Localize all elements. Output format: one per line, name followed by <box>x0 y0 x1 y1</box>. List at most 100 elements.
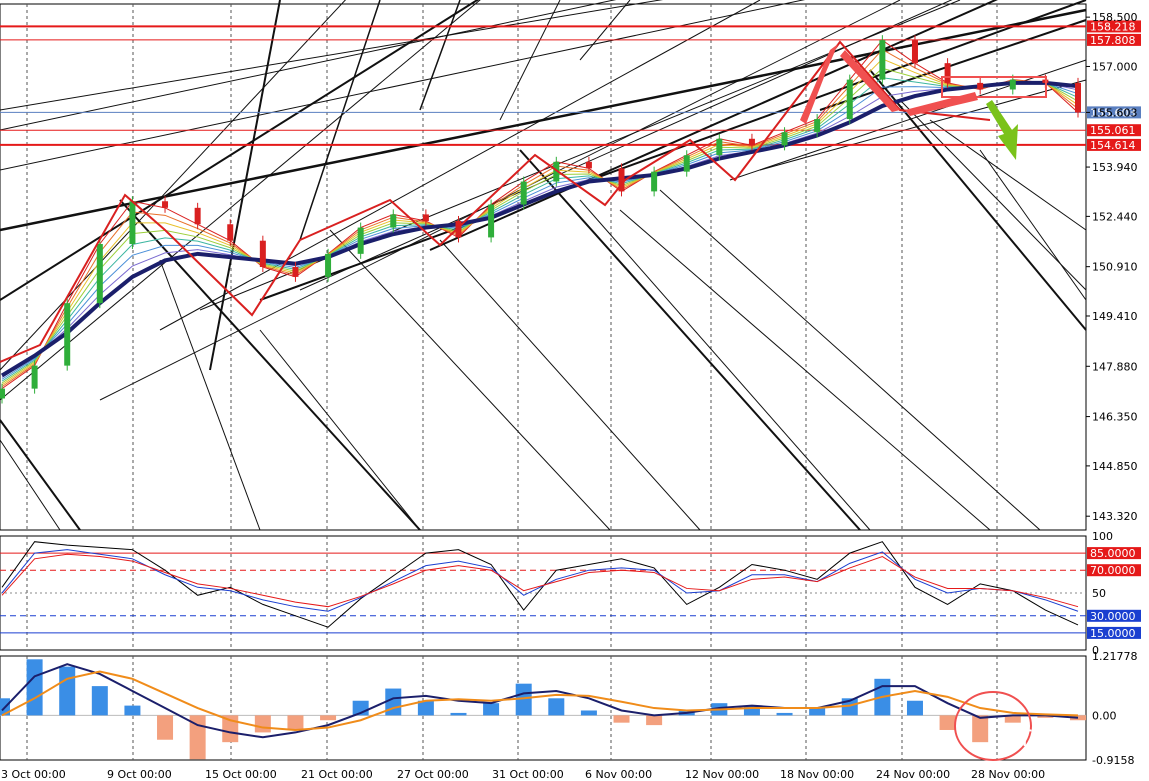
candle-body-22 <box>716 138 723 156</box>
osc-level-label-3: 15.0000 <box>1090 627 1136 640</box>
macd-hist-bar-20 <box>646 715 663 726</box>
uptrend-line-4 <box>0 0 617 131</box>
macd-hist-bar-24 <box>776 712 793 716</box>
uptrend-line-9 <box>429 0 998 251</box>
candle-body-18 <box>585 161 592 169</box>
downtrend-line-10 <box>659 189 1041 531</box>
macd-line-0 <box>1 663 1079 739</box>
macd-frame <box>0 655 1087 761</box>
candle-body-19 <box>618 168 625 192</box>
macd-panel <box>0 659 1086 761</box>
steep-line-4 <box>579 0 631 61</box>
ma-ribbon-line-4 <box>1 77 1079 382</box>
macd-axis-label-2: -0.9158 <box>1092 754 1134 767</box>
price-axis-label-0: 158.500 <box>1092 11 1138 24</box>
price-axis-label-1: 157.000 <box>1092 60 1138 73</box>
candle-body-6 <box>194 207 201 225</box>
time-axis-label-2: 15 Oct 00:00 <box>205 768 277 781</box>
downtrend-line-6 <box>439 239 701 531</box>
candle-body-26 <box>846 79 853 120</box>
osc-level-tag-2 <box>1087 609 1141 622</box>
macd-hist-bar-31 <box>1004 715 1021 723</box>
price-axis-label-4: 152.440 <box>1092 210 1138 223</box>
price-axis-label-7: 147.880 <box>1092 360 1138 373</box>
uptrend-line-3 <box>0 0 806 171</box>
candle-body-10 <box>325 253 332 277</box>
macd-hist-bar-32 <box>1037 715 1054 718</box>
osc-level-tag-0 <box>1087 547 1141 560</box>
red-arrow-up <box>800 44 838 124</box>
macd-axis-label-0: 1.21778 <box>1092 650 1138 663</box>
candle-body-14 <box>455 220 462 238</box>
ma-ribbon-line-0 <box>1 39 1079 390</box>
zigzag-line <box>0 40 991 363</box>
price-level-label-4: 154.614 <box>1090 139 1136 152</box>
macd-hist-bar-4 <box>124 705 141 716</box>
candle-body-4 <box>129 201 136 244</box>
uptrend-line-15 <box>819 19 1087 111</box>
macd-axis-label-1: 0.00 <box>1092 709 1117 722</box>
downtrend-line-4 <box>259 329 421 531</box>
macd-hist-bar-2 <box>59 666 76 716</box>
macd-hist-bar-14 <box>450 712 467 716</box>
macd-hist-bar-9 <box>287 715 304 730</box>
uptrend-line-5 <box>0 0 664 111</box>
candle-body-15 <box>488 204 495 238</box>
candle-body-11 <box>357 227 364 254</box>
osc-level-label-0: 85.0000 <box>1090 547 1136 560</box>
osc-axis-label-2: 0 <box>1092 644 1099 657</box>
macd-hist-bar-3 <box>91 686 108 716</box>
candle-body-5 <box>162 201 169 208</box>
price-axis-label-10: 143.320 <box>1092 510 1138 523</box>
downtrend-line-9 <box>619 209 991 531</box>
price-panel <box>0 25 1086 404</box>
downtrend-line-2 <box>119 199 421 531</box>
uptrend-line-8 <box>299 0 953 291</box>
ma-ribbon-line-6 <box>1 81 1079 378</box>
candle-body-20 <box>651 171 658 192</box>
time-axis-label-8: 18 Nov 00:00 <box>780 768 854 781</box>
steep-line-0 <box>209 0 281 371</box>
uptrend-line-13 <box>159 0 761 331</box>
macd-hist-bar-28 <box>906 700 923 716</box>
ma-ribbon-line-1 <box>1 48 1079 388</box>
macd-hist-bar-13 <box>417 700 434 716</box>
price-level-tag-3 <box>1087 124 1141 137</box>
candle-body-29 <box>944 63 951 83</box>
price-level-tag-4 <box>1087 138 1141 151</box>
osc-level-label-1: 70.0000 <box>1090 564 1136 577</box>
osc-line-0 <box>1 541 1079 628</box>
oscillator-panel <box>0 541 1086 634</box>
osc-line-2 <box>1 553 1079 608</box>
price-axis-label-9: 144.850 <box>1092 460 1138 473</box>
downtrend-line-5 <box>329 229 611 531</box>
candle-body-2 <box>64 303 71 366</box>
candle-body-21 <box>683 155 690 172</box>
candle-body-30 <box>977 82 984 90</box>
ma-ribbon-line-2 <box>1 58 1079 386</box>
price-level-label-1: 157.808 <box>1090 34 1136 47</box>
price-level-tag-0 <box>1087 20 1141 33</box>
time-axis-label-3: 21 Oct 00:00 <box>301 768 373 781</box>
time-axis-label-6: 6 Nov 00:00 <box>585 768 652 781</box>
red-arrow-down <box>840 50 900 112</box>
candle-body-8 <box>259 240 266 267</box>
osc-axis-label-1: 50 <box>1092 587 1106 600</box>
price-axis-label-5: 150.910 <box>1092 261 1138 274</box>
macd-hist-bar-30 <box>972 715 989 743</box>
price-level-tag-1 <box>1087 33 1141 46</box>
candle-body-25 <box>814 119 821 133</box>
price-axis-label-3: 153.940 <box>1092 161 1138 174</box>
candle-body-16 <box>520 181 527 205</box>
ma-main-line <box>0 80 1079 378</box>
steep-line-3 <box>499 0 561 121</box>
macd-hist-bar-16 <box>515 683 532 716</box>
macd-hist-bar-10 <box>320 715 337 721</box>
time-axis-label-10: 28 Nov 00:00 <box>971 768 1045 781</box>
candle-body-24 <box>781 132 788 146</box>
downtrend-line-12 <box>899 99 1087 291</box>
macd-hist-bar-29 <box>939 715 956 730</box>
price-level-label-2: 155.603 <box>1090 106 1136 119</box>
price-level-label-0: 158.218 <box>1090 20 1136 33</box>
